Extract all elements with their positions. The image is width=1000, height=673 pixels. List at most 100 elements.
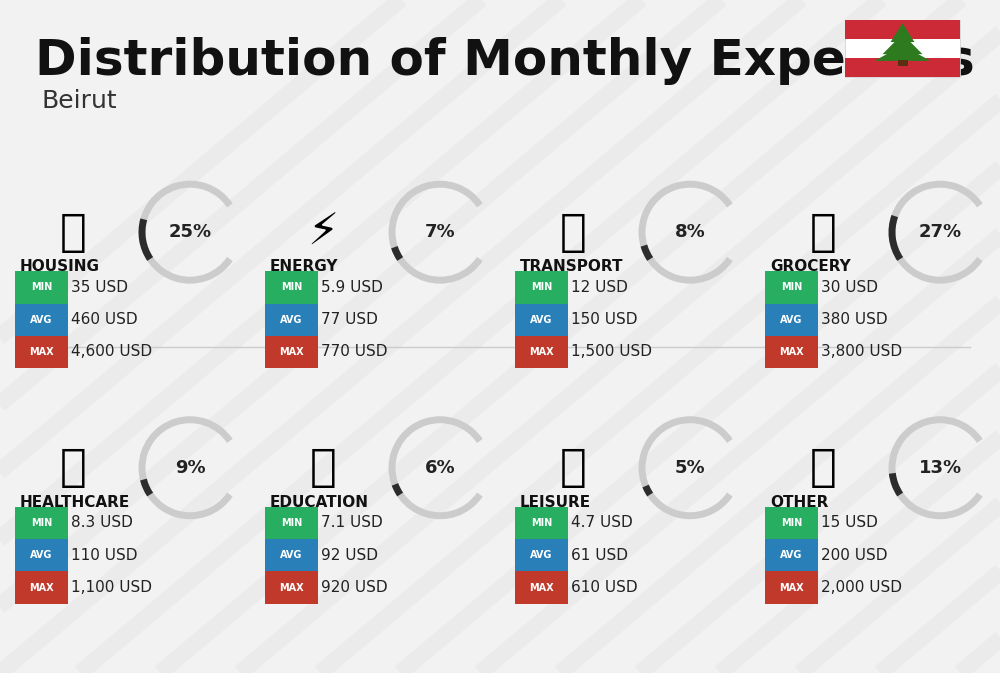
Text: 13%: 13% [918, 459, 962, 476]
FancyBboxPatch shape [515, 271, 568, 304]
FancyBboxPatch shape [265, 271, 318, 304]
FancyBboxPatch shape [15, 336, 68, 368]
Text: 77 USD: 77 USD [321, 312, 378, 327]
Text: 1,100 USD: 1,100 USD [71, 580, 152, 595]
Text: 🛍: 🛍 [560, 446, 586, 489]
Text: 380 USD: 380 USD [821, 312, 888, 327]
Text: ENERGY: ENERGY [270, 259, 338, 274]
FancyBboxPatch shape [265, 539, 318, 571]
Text: 3,800 USD: 3,800 USD [821, 345, 902, 359]
Polygon shape [874, 46, 930, 61]
Text: AVG: AVG [530, 315, 553, 324]
FancyBboxPatch shape [515, 304, 568, 336]
Text: MAX: MAX [779, 583, 804, 592]
Text: HEALTHCARE: HEALTHCARE [20, 495, 130, 509]
FancyBboxPatch shape [265, 304, 318, 336]
Text: 7.1 USD: 7.1 USD [321, 516, 383, 530]
Text: MAX: MAX [279, 583, 304, 592]
Text: TRANSPORT: TRANSPORT [520, 259, 624, 274]
FancyBboxPatch shape [515, 336, 568, 368]
Text: 25%: 25% [168, 223, 212, 241]
FancyBboxPatch shape [15, 539, 68, 571]
Text: 30 USD: 30 USD [821, 280, 878, 295]
Text: MAX: MAX [279, 347, 304, 357]
Text: MIN: MIN [281, 518, 302, 528]
Text: MAX: MAX [529, 347, 554, 357]
Text: 🏥: 🏥 [60, 446, 86, 489]
Text: AVG: AVG [30, 551, 53, 560]
Text: 92 USD: 92 USD [321, 548, 378, 563]
Text: 150 USD: 150 USD [571, 312, 638, 327]
Text: AVG: AVG [280, 551, 303, 560]
FancyBboxPatch shape [765, 304, 818, 336]
Text: 5%: 5% [675, 459, 705, 476]
Text: 200 USD: 200 USD [821, 548, 888, 563]
Text: LEISURE: LEISURE [520, 495, 591, 509]
Text: 110 USD: 110 USD [71, 548, 138, 563]
Text: 9%: 9% [175, 459, 205, 476]
Text: 1,500 USD: 1,500 USD [571, 345, 652, 359]
Text: MIN: MIN [31, 283, 52, 292]
Text: 920 USD: 920 USD [321, 580, 388, 595]
FancyBboxPatch shape [898, 60, 908, 67]
Text: OTHER: OTHER [770, 495, 828, 509]
Text: AVG: AVG [280, 315, 303, 324]
Text: MAX: MAX [529, 583, 554, 592]
FancyBboxPatch shape [845, 20, 960, 39]
FancyBboxPatch shape [515, 571, 568, 604]
Text: 35 USD: 35 USD [71, 280, 128, 295]
Text: 61 USD: 61 USD [571, 548, 628, 563]
Text: 15 USD: 15 USD [821, 516, 878, 530]
Text: 🎓: 🎓 [310, 446, 336, 489]
FancyBboxPatch shape [765, 539, 818, 571]
Text: 💰: 💰 [810, 446, 836, 489]
Text: 6%: 6% [425, 459, 455, 476]
Text: 4.7 USD: 4.7 USD [571, 516, 633, 530]
FancyBboxPatch shape [765, 507, 818, 539]
Text: AVG: AVG [780, 551, 803, 560]
Text: HOUSING: HOUSING [20, 259, 100, 274]
Text: AVG: AVG [30, 315, 53, 324]
Text: 4,600 USD: 4,600 USD [71, 345, 152, 359]
FancyBboxPatch shape [515, 539, 568, 571]
Text: 610 USD: 610 USD [571, 580, 638, 595]
FancyBboxPatch shape [15, 271, 68, 304]
Text: 🏢: 🏢 [60, 211, 86, 254]
FancyBboxPatch shape [265, 571, 318, 604]
Text: 2,000 USD: 2,000 USD [821, 580, 902, 595]
Text: Beirut: Beirut [42, 89, 118, 113]
Text: 8%: 8% [675, 223, 705, 241]
FancyBboxPatch shape [845, 20, 960, 77]
Text: Distribution of Monthly Expenses: Distribution of Monthly Expenses [35, 37, 975, 85]
FancyBboxPatch shape [265, 507, 318, 539]
Text: 12 USD: 12 USD [571, 280, 628, 295]
Text: MIN: MIN [781, 283, 802, 292]
Text: 460 USD: 460 USD [71, 312, 138, 327]
FancyBboxPatch shape [765, 336, 818, 368]
Text: MIN: MIN [781, 518, 802, 528]
FancyBboxPatch shape [265, 336, 318, 368]
Text: AVG: AVG [780, 315, 803, 324]
Text: AVG: AVG [530, 551, 553, 560]
Text: MIN: MIN [531, 518, 552, 528]
FancyBboxPatch shape [765, 571, 818, 604]
Text: MAX: MAX [29, 583, 54, 592]
Text: ⚡: ⚡ [307, 211, 339, 254]
Text: MIN: MIN [531, 283, 552, 292]
Text: EDUCATION: EDUCATION [270, 495, 369, 509]
Text: MIN: MIN [31, 518, 52, 528]
Text: GROCERY: GROCERY [770, 259, 851, 274]
Text: 770 USD: 770 USD [321, 345, 388, 359]
Text: MAX: MAX [29, 347, 54, 357]
Text: 5.9 USD: 5.9 USD [321, 280, 383, 295]
FancyBboxPatch shape [15, 571, 68, 604]
FancyBboxPatch shape [765, 271, 818, 304]
Text: 27%: 27% [918, 223, 962, 241]
Text: 7%: 7% [425, 223, 455, 241]
Text: 8.3 USD: 8.3 USD [71, 516, 133, 530]
Polygon shape [891, 23, 914, 42]
Text: 🛒: 🛒 [810, 211, 836, 254]
Polygon shape [883, 34, 922, 55]
FancyBboxPatch shape [15, 304, 68, 336]
FancyBboxPatch shape [515, 507, 568, 539]
